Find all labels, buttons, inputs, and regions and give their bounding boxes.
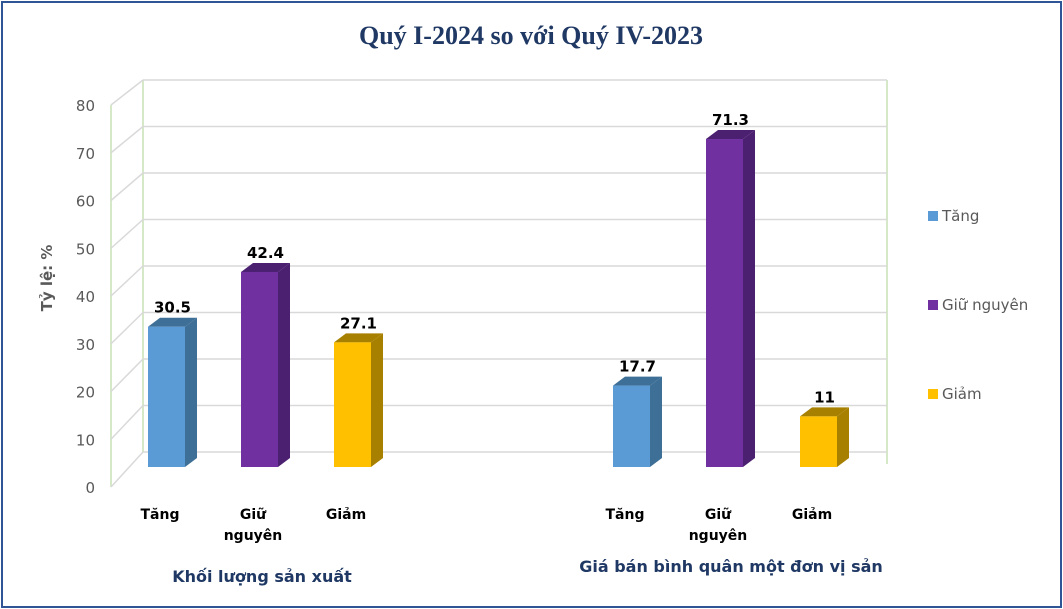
chart-title: Quý I-2024 so với Quý IV-2023 — [359, 21, 703, 50]
data-label: 17.7 — [619, 358, 656, 376]
data-label: 27.1 — [340, 314, 377, 332]
data-label: 71.3 — [712, 111, 749, 129]
bar — [148, 326, 185, 467]
side-gridline — [110, 125, 144, 154]
side-gridline — [110, 358, 144, 393]
category-label: Tăng — [606, 507, 645, 523]
y-tick-label: 40 — [76, 288, 95, 306]
bar-side — [837, 407, 849, 467]
bar — [613, 385, 650, 467]
bar — [334, 342, 371, 467]
side-gridline — [110, 311, 144, 345]
category-label: Tăng — [141, 507, 180, 523]
bar-top — [706, 130, 755, 140]
category-label: nguyên — [689, 528, 748, 544]
y-tick-label: 0 — [85, 479, 95, 497]
y-tick-label: 80 — [76, 97, 95, 115]
bar-top — [334, 333, 383, 343]
bar — [706, 139, 743, 467]
y-axis-label: Tỷ lệ: % — [38, 245, 56, 312]
legend-label: Giữ nguyên — [942, 296, 1028, 314]
legend-swatch — [928, 389, 938, 399]
side-gridline — [110, 218, 144, 249]
side-gridline — [110, 265, 144, 297]
bar — [800, 416, 837, 467]
bar — [241, 271, 278, 467]
y-tick-label: 10 — [76, 431, 95, 449]
bar-top — [613, 376, 662, 386]
bar-side — [278, 262, 290, 467]
side-gridline — [110, 404, 144, 440]
y-tick-label: 60 — [76, 193, 95, 211]
group-label: Giá bán bình quân một đơn vị sản — [579, 557, 883, 576]
data-label: 30.5 — [154, 299, 191, 317]
y-tick-label: 20 — [76, 384, 95, 402]
bar-top — [148, 317, 197, 327]
category-label: nguyên — [224, 528, 283, 544]
y-tick-label: 50 — [76, 240, 95, 258]
bar-side — [185, 317, 197, 467]
category-label: Giảm — [326, 507, 366, 523]
data-label: 42.4 — [247, 244, 284, 262]
y-tick-label: 30 — [76, 336, 95, 354]
data-label: 11 — [814, 388, 835, 406]
legend-swatch — [928, 211, 938, 221]
side-gridline — [110, 451, 144, 488]
side-gridline — [110, 79, 144, 106]
legend-swatch — [928, 300, 938, 310]
bar-side — [650, 376, 662, 467]
y-tick-label: 70 — [76, 145, 95, 163]
bar-side — [743, 130, 755, 467]
legend-label: Giảm — [942, 385, 982, 403]
group-label: Khối lượng sản xuất — [172, 567, 352, 586]
bar-side — [371, 333, 383, 467]
bar-top — [800, 407, 849, 417]
category-label: Giữ — [240, 507, 267, 523]
category-label: Giảm — [792, 507, 832, 523]
bar-top — [241, 262, 290, 272]
category-label: Giữ — [705, 507, 732, 523]
legend-label: Tăng — [941, 207, 979, 225]
side-gridline — [110, 172, 144, 202]
